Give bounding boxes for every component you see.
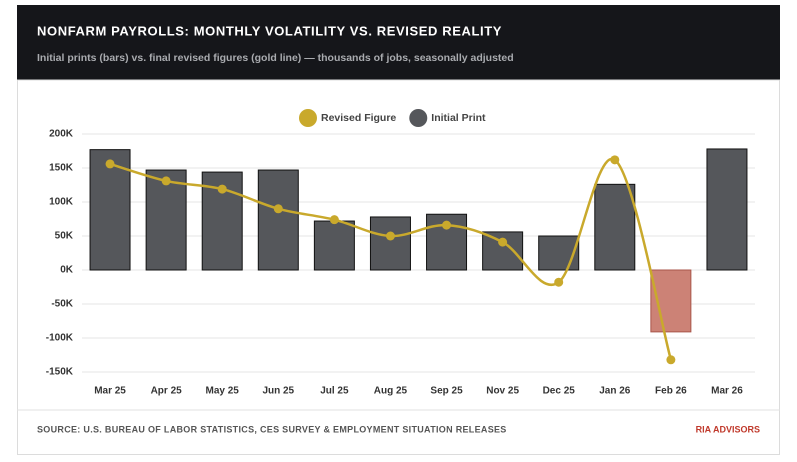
point xyxy=(498,237,508,247)
x-tick-label: Jul 25 xyxy=(320,386,349,397)
y-tick-label: 50K xyxy=(55,231,74,242)
bar xyxy=(313,220,355,271)
x-tick-label: Sep 25 xyxy=(430,386,463,397)
x-tick-label: Dec 25 xyxy=(543,386,576,397)
point xyxy=(161,176,171,186)
chart-subtitle: Initial prints (bars) vs. final revised … xyxy=(37,52,514,64)
y-tick-label: 0K xyxy=(60,265,74,276)
bar xyxy=(482,231,524,271)
legend-swatch xyxy=(299,109,317,127)
chart-title: NONFARM PAYROLLS: MONTHLY VOLATILITY VS.… xyxy=(37,23,502,38)
legend-label: Revised Figure xyxy=(321,112,396,124)
point xyxy=(610,155,620,165)
x-tick-label: Mar 26 xyxy=(711,386,743,397)
brand: RIA ADVISORS xyxy=(696,424,760,434)
y-tick-label: -50K xyxy=(51,299,73,310)
point xyxy=(666,355,676,365)
x-tick-label: Mar 25 xyxy=(94,386,126,397)
bar xyxy=(369,216,411,271)
point xyxy=(217,184,227,194)
legend-label: Initial Print xyxy=(431,112,486,124)
x-tick-label: Apr 25 xyxy=(151,386,183,397)
y-tick-label: -150K xyxy=(46,367,74,378)
x-tick-label: Jan 26 xyxy=(599,386,631,397)
y-tick-label: -100K xyxy=(46,333,74,344)
x-tick-label: Feb 26 xyxy=(655,386,687,397)
header xyxy=(17,5,780,80)
point xyxy=(442,220,452,230)
y-tick-label: 100K xyxy=(49,197,74,208)
x-tick-label: Aug 25 xyxy=(374,386,408,397)
bar xyxy=(594,183,636,271)
y-tick-label: 200K xyxy=(49,129,74,140)
x-tick-label: Nov 25 xyxy=(486,386,519,397)
point xyxy=(385,231,395,241)
point xyxy=(273,204,283,214)
y-tick-label: 150K xyxy=(49,163,74,174)
point xyxy=(329,215,339,225)
x-tick-label: Jun 25 xyxy=(262,386,294,397)
legend-swatch xyxy=(409,109,428,127)
point xyxy=(554,277,564,287)
source: SOURCE: U.S. BUREAU OF LABOR STATISTICS,… xyxy=(37,424,507,434)
bar xyxy=(538,235,580,271)
x-tick-label: May 25 xyxy=(206,386,240,397)
bar xyxy=(706,148,748,271)
bar xyxy=(257,169,299,271)
bar xyxy=(89,149,131,271)
point xyxy=(105,159,115,169)
bar xyxy=(145,169,187,271)
